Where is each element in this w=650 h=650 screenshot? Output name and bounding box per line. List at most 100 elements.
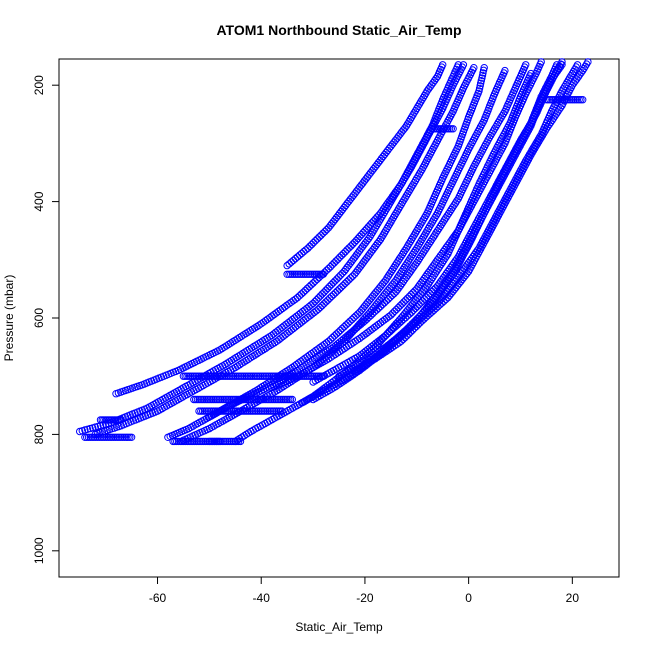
data-point: [558, 61, 566, 69]
y-axis: 200 400 600 800 1000: [32, 75, 60, 564]
data-point: [346, 317, 354, 325]
data-point: [413, 302, 421, 311]
data-point: [409, 306, 418, 314]
data-point: [321, 227, 329, 236]
data-point: [288, 395, 296, 404]
data-point: [324, 284, 332, 293]
data-point: [313, 296, 321, 304]
data-point: [283, 270, 291, 278]
data-point: [419, 297, 427, 305]
data-point: [337, 283, 345, 291]
data-point: [307, 270, 315, 278]
x-axis-label: Static_Air_Temp: [295, 620, 383, 634]
data-point: [459, 61, 468, 69]
data-point: [339, 281, 347, 290]
data-point: [403, 294, 412, 302]
level-segment-6: [81, 433, 136, 441]
data-point: [315, 233, 323, 241]
x-tick-label: -20: [356, 591, 374, 605]
level-segment-2: [190, 395, 296, 404]
data-point: [439, 61, 447, 69]
data-point: [405, 292, 414, 301]
data-point: [117, 416, 125, 424]
data-point: [316, 292, 325, 300]
data-point: [453, 197, 461, 205]
data-point: [470, 64, 478, 72]
x-tick-label: -60: [149, 591, 167, 605]
data-point: [334, 255, 342, 263]
data-point: [309, 238, 318, 247]
data-point: [399, 335, 407, 344]
data-point: [271, 407, 279, 415]
data-point: [318, 290, 326, 298]
data-point: [398, 300, 406, 308]
x-tick-label: -40: [253, 591, 271, 605]
data-point: [309, 279, 317, 287]
x-tick-label: 20: [566, 591, 580, 605]
data-point: [336, 253, 344, 261]
x-axis: -60 -40 -20 0 20: [149, 576, 580, 605]
data-point: [336, 271, 345, 279]
x-tick-label: 0: [465, 591, 472, 605]
data-point: [306, 242, 314, 251]
data-point: [556, 63, 565, 71]
data-point: [341, 248, 349, 256]
data-point: [386, 293, 394, 301]
level-segment-4: [283, 270, 328, 278]
data-point: [318, 301, 326, 310]
data-point: [222, 437, 230, 446]
data-point: [337, 251, 346, 260]
y-tick-label: 800: [32, 424, 46, 444]
data-point: [324, 337, 333, 345]
y-tick-label: 400: [32, 191, 46, 211]
data-point: [236, 437, 245, 446]
data-point: [546, 96, 554, 104]
data-point: [335, 285, 343, 293]
data-point: [333, 287, 342, 295]
data-point: [449, 125, 457, 133]
data-point: [332, 257, 340, 265]
data-point: [308, 240, 316, 249]
data-point: [454, 61, 462, 69]
data-point: [405, 310, 414, 318]
data-point: [299, 288, 308, 296]
chart-title: ATOM1 Northbound Static_Air_Temp: [216, 22, 461, 38]
data-point: [339, 249, 348, 258]
data-points: [76, 58, 592, 446]
data-point: [345, 276, 353, 284]
data-point: [558, 58, 566, 66]
data-point: [314, 305, 322, 313]
level-segment-7: [96, 416, 125, 424]
data-point: [407, 308, 416, 316]
data-point: [324, 296, 332, 304]
data-point: [325, 282, 334, 291]
data-point: [329, 279, 337, 287]
level-segment-9: [205, 437, 245, 446]
data-point: [345, 244, 353, 252]
data-point: [400, 298, 408, 306]
data-point: [573, 61, 582, 69]
data-point: [396, 302, 404, 310]
data-point: [311, 237, 320, 245]
data-point: [402, 296, 410, 304]
series-8: [267, 58, 545, 392]
data-point: [385, 220, 394, 228]
data-point: [322, 298, 330, 306]
data-point: [329, 290, 338, 299]
data-point: [409, 288, 417, 297]
data-point: [397, 337, 405, 345]
data-point: [584, 58, 592, 66]
data-point: [579, 96, 587, 104]
data-point: [311, 277, 319, 285]
data-point: [422, 293, 431, 301]
y-tick-label: 200: [32, 75, 46, 95]
data-point: [319, 229, 327, 238]
data-point: [490, 125, 499, 133]
series-12: [350, 58, 592, 375]
data-point: [233, 437, 241, 446]
data-point: [347, 242, 355, 250]
data-point: [420, 295, 429, 303]
data-point: [317, 231, 325, 239]
data-point: [319, 372, 328, 380]
